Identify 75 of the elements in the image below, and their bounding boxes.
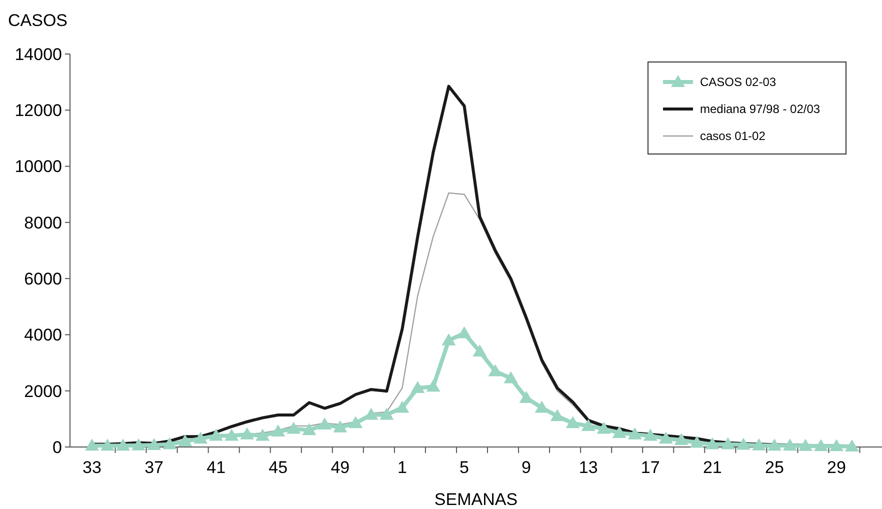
point: [845, 439, 859, 452]
point: [581, 418, 596, 431]
x-tick-label: 13: [578, 458, 598, 477]
point: [348, 416, 363, 428]
point: [550, 409, 564, 422]
x-tick-label: 49: [330, 458, 350, 477]
y-tick-label: 14000: [14, 44, 62, 64]
point: [224, 428, 239, 441]
point: [333, 420, 348, 432]
x-tick-label: 21: [702, 458, 722, 477]
point: [162, 437, 177, 450]
point: [194, 432, 208, 444]
point: [116, 438, 130, 451]
x-tick-label: 9: [522, 458, 532, 477]
point: [767, 438, 782, 451]
y-tick-label: 2000: [24, 382, 62, 401]
point: [705, 437, 720, 450]
point: [674, 432, 688, 445]
point: [318, 418, 332, 430]
point: [240, 427, 254, 440]
x-tick-label: 5: [460, 458, 469, 477]
point: [286, 422, 301, 434]
point: [178, 434, 192, 446]
point: [426, 380, 440, 392]
y-tick-label: 0: [52, 438, 62, 457]
legend-label: casos 01-02: [700, 129, 766, 144]
point: [782, 438, 797, 451]
legend-label: CASOS 02-03: [700, 75, 776, 90]
point: [534, 400, 549, 413]
y-tick-label: 12000: [14, 101, 62, 120]
point: [410, 381, 425, 394]
point: [658, 432, 673, 444]
y-tick-label: 6000: [24, 270, 62, 289]
y-tick-label: 10000: [14, 157, 62, 176]
point: [612, 426, 626, 438]
x-tick-label: 37: [144, 458, 164, 477]
point: [209, 428, 224, 441]
point: [380, 408, 394, 420]
x-tick-label: 33: [82, 458, 102, 477]
point: [147, 438, 162, 450]
point: [85, 438, 99, 451]
point: [643, 428, 658, 441]
point: [628, 427, 642, 440]
point: [271, 424, 286, 437]
x-tick-label: 1: [397, 458, 407, 477]
point: [814, 439, 828, 452]
x-tick-label: 45: [268, 458, 288, 477]
point: [364, 408, 378, 420]
point: [100, 438, 115, 451]
x-tick-label: 29: [827, 458, 846, 477]
point: [442, 333, 456, 346]
y-tick-label: 4000: [24, 326, 62, 345]
point: [736, 438, 750, 450]
point: [457, 326, 472, 338]
x-tick-label: 25: [764, 458, 784, 477]
x-tick-label: 17: [640, 458, 660, 477]
point: [566, 416, 580, 428]
point: [752, 438, 766, 450]
point: [395, 400, 410, 413]
point: [472, 344, 487, 357]
point: [798, 438, 812, 451]
y-tick-label: 8000: [24, 213, 62, 232]
x-axis-title: SEMANAS: [434, 490, 518, 509]
point: [690, 436, 704, 448]
x-tick-label: 41: [206, 458, 226, 477]
point: [132, 438, 146, 450]
point: [302, 423, 316, 436]
point: [256, 428, 270, 441]
point: [720, 437, 735, 450]
legend-label: mediana 97/98 - 02/03: [700, 102, 820, 116]
point: [488, 364, 502, 376]
point: [596, 422, 611, 434]
point: [504, 371, 518, 384]
point: [829, 439, 844, 452]
y-axis-title: CASOS: [8, 11, 68, 30]
